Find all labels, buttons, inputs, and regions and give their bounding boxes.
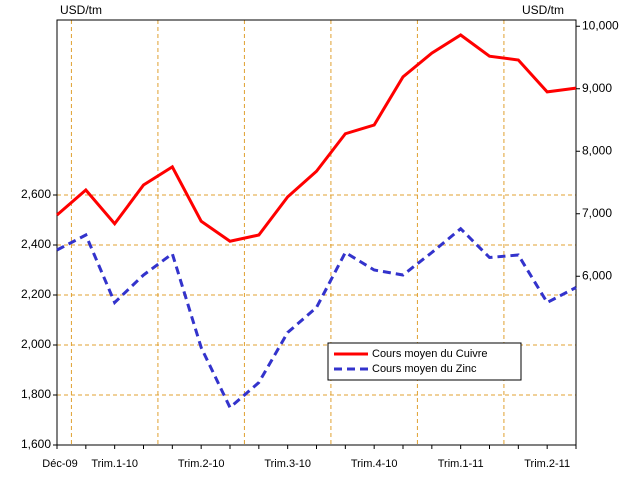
y-tick-label: 2,200 bbox=[21, 287, 51, 301]
x-tick-label: Trim.1-10 bbox=[91, 458, 138, 470]
y-tick-label: 1,800 bbox=[21, 387, 51, 401]
x-tick-label: Trim.4-10 bbox=[351, 458, 398, 470]
x-tick-label: Trim.3-10 bbox=[264, 458, 311, 470]
x-tick-label: Trim.2-10 bbox=[178, 458, 225, 470]
y2-axis-label: USD/tm bbox=[522, 3, 564, 17]
y-tick-label: 2,600 bbox=[21, 187, 51, 201]
x-tick-label: Déc-09 bbox=[42, 458, 77, 470]
x-tick-label: Trim.2-11 bbox=[524, 458, 570, 470]
y2-tick-label: 7,000 bbox=[582, 206, 612, 220]
y2-tick-label: 10,000 bbox=[582, 18, 619, 32]
y-tick-label: 1,600 bbox=[21, 437, 51, 451]
y2-tick-label: 8,000 bbox=[582, 143, 612, 157]
legend-box bbox=[327, 342, 522, 381]
legend-label: Cours moyen du Zinc bbox=[372, 363, 477, 375]
y-axis-label: USD/tm bbox=[60, 3, 102, 17]
plot-frame bbox=[56, 19, 577, 446]
y2-tick-label: 9,000 bbox=[582, 81, 612, 95]
series-line bbox=[56, 226, 577, 410]
x-tick-label: Trim.1-11 bbox=[438, 458, 484, 470]
legend-label: Cours moyen du Cuivre bbox=[372, 348, 488, 360]
y-tick-label: 2,400 bbox=[21, 237, 51, 251]
series-line bbox=[56, 33, 577, 243]
y-tick-label: 2,000 bbox=[21, 337, 51, 351]
y2-tick-label: 6,000 bbox=[582, 268, 612, 282]
